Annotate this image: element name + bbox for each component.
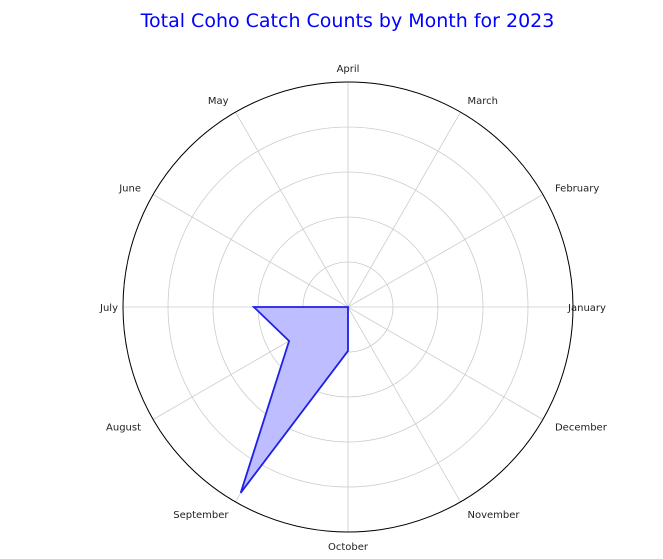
grid-spoke — [347, 194, 544, 308]
grid-spoke — [152, 194, 349, 308]
polar-frame — [122, 81, 574, 533]
month-label-october: October — [328, 542, 369, 553]
grid-spoke — [347, 111, 461, 308]
month-label-may: May — [208, 96, 229, 107]
month-label-january: January — [567, 303, 606, 314]
month-label-march: March — [468, 96, 498, 107]
month-label-june: June — [118, 184, 141, 195]
month-label-december: December — [555, 423, 608, 434]
chart-title: Total Coho Catch Counts by Month for 202… — [140, 10, 555, 32]
grid-spoke — [347, 306, 461, 503]
radar-series — [239, 306, 349, 494]
month-label-november: November — [468, 510, 521, 521]
series-area — [239, 306, 349, 494]
grid-spoke — [347, 306, 544, 420]
month-label-july: July — [99, 303, 118, 314]
month-label-february: February — [555, 184, 599, 195]
grid-spoke — [235, 111, 349, 308]
month-label-april: April — [337, 64, 360, 75]
month-label-september: September — [173, 510, 229, 521]
month-label-august: August — [106, 423, 141, 434]
month-labels: January February March April May June July Augu… — [99, 64, 608, 553]
